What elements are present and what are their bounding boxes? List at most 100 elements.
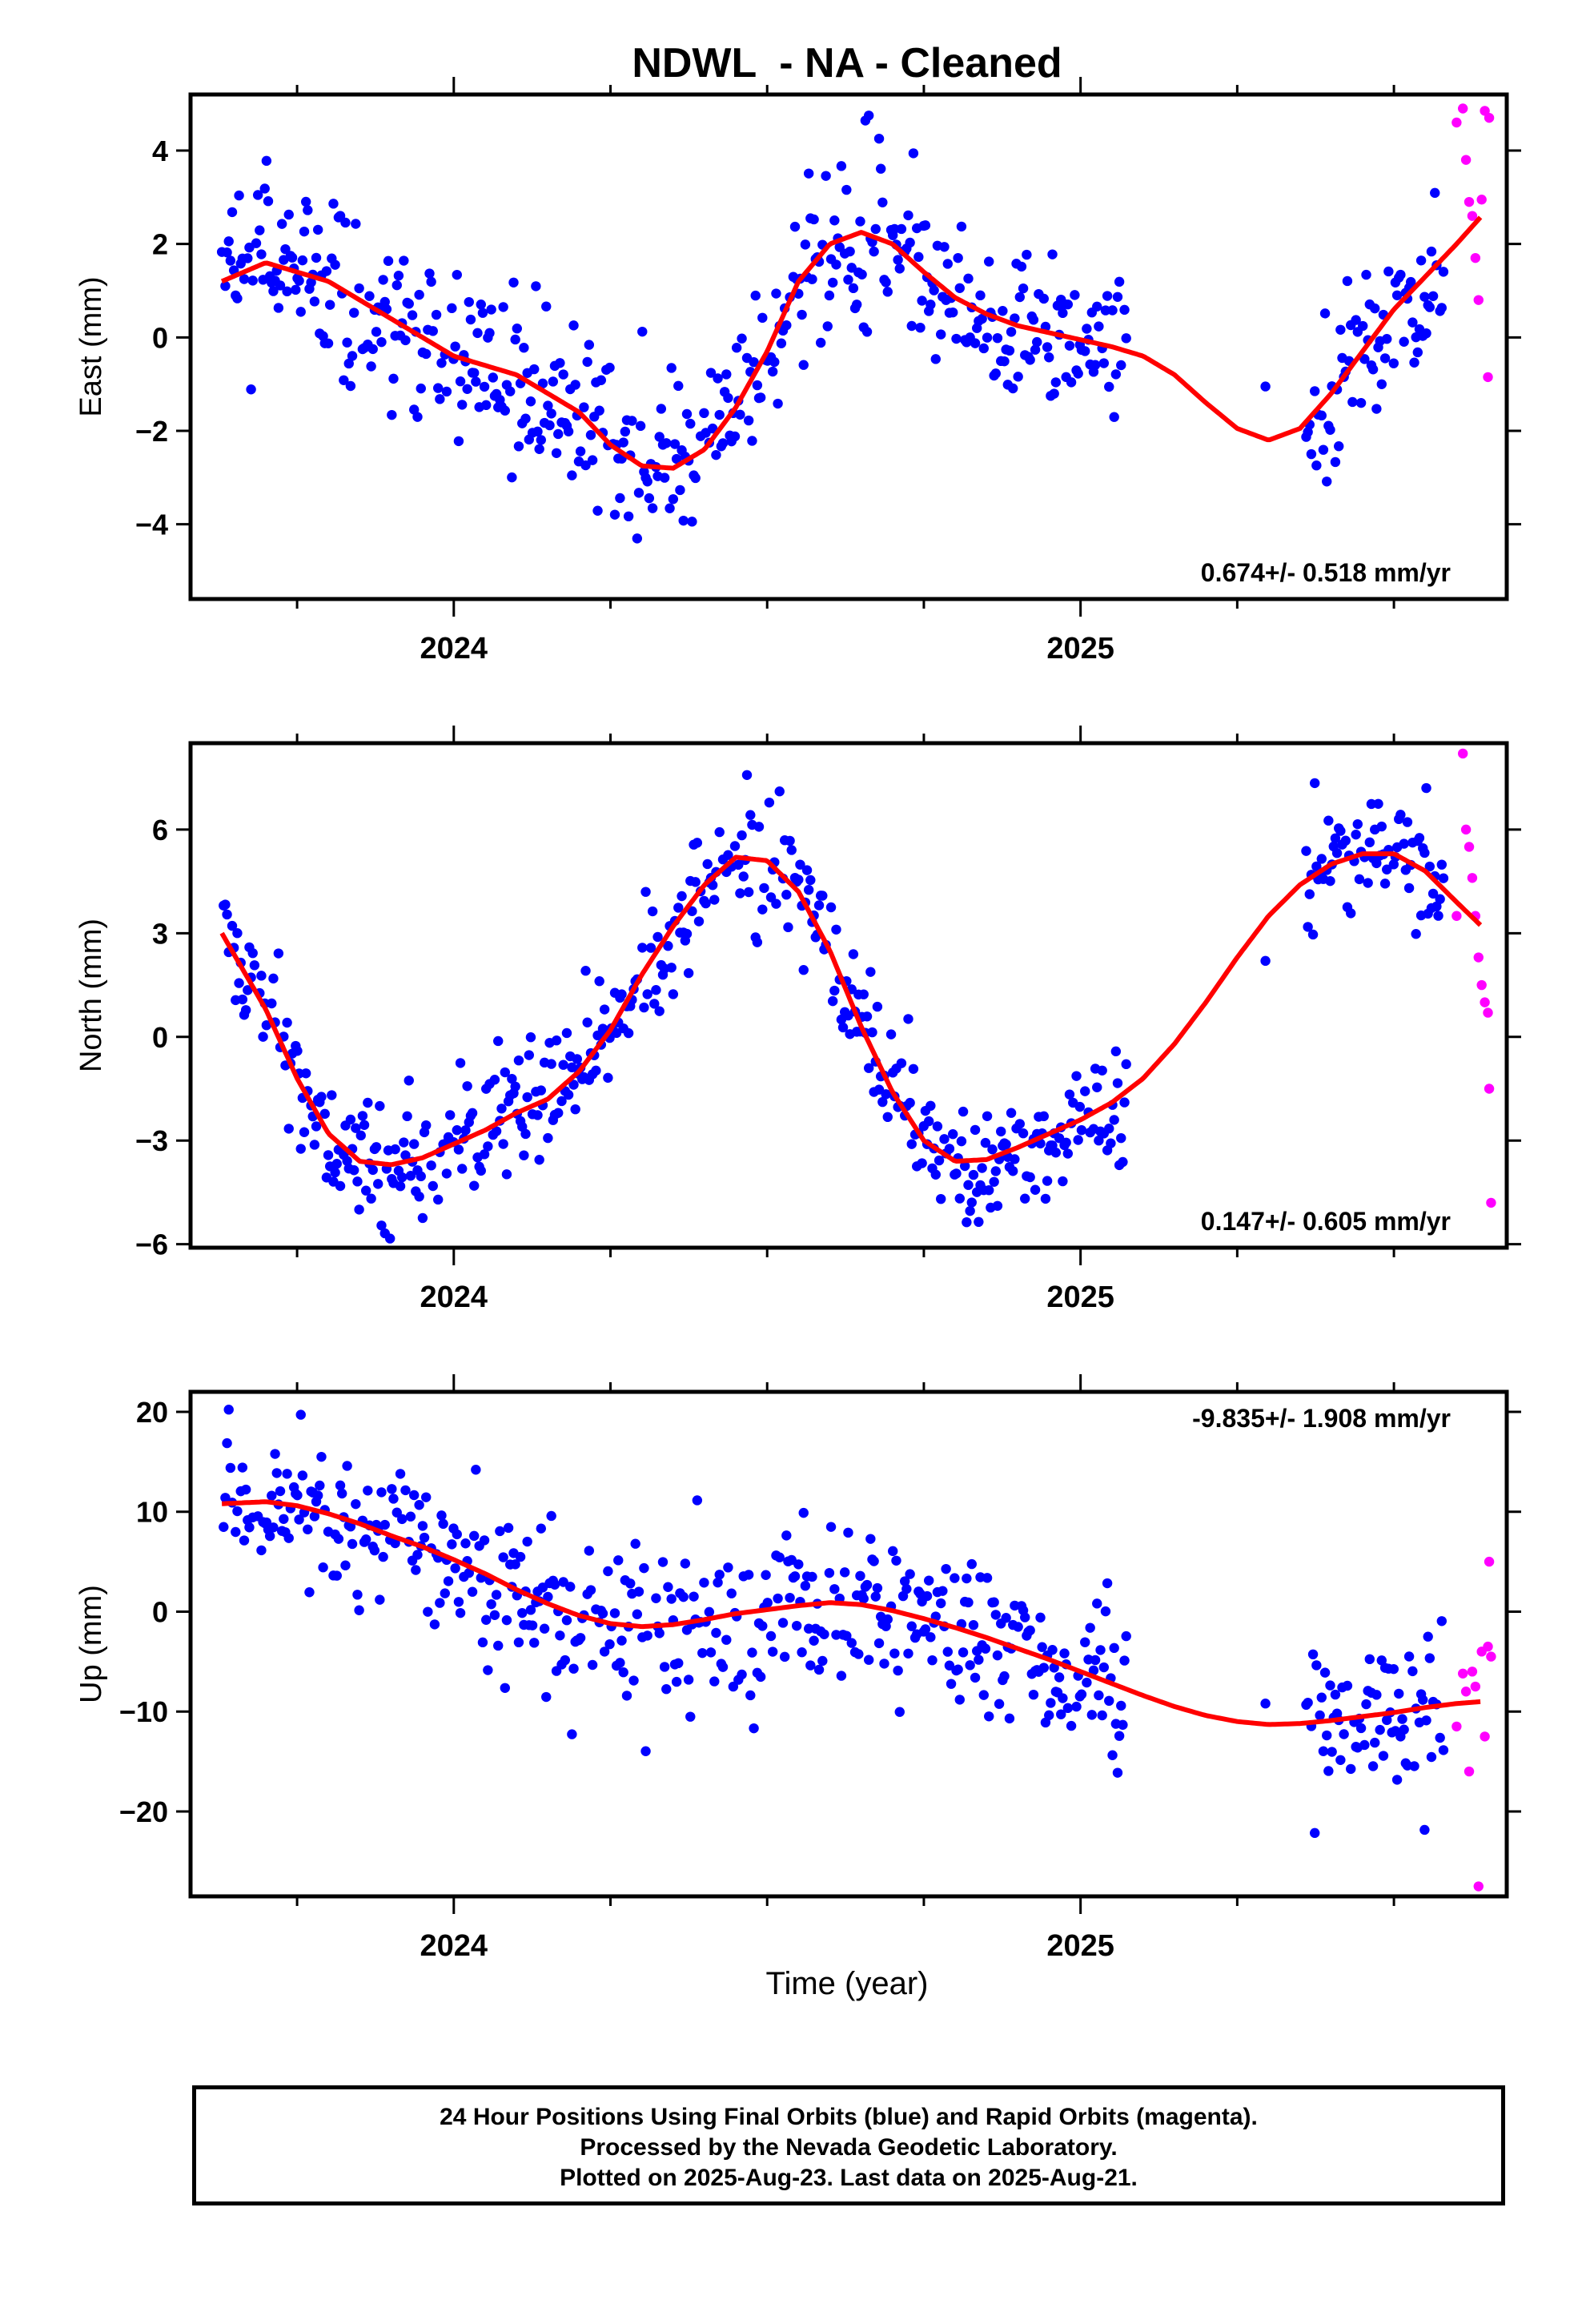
final-orbit-point — [309, 1140, 320, 1150]
final-orbit-point — [240, 1005, 251, 1015]
final-orbit-point — [1090, 1655, 1101, 1666]
final-orbit-point — [1073, 1135, 1083, 1145]
final-orbit-point — [1402, 817, 1413, 827]
final-orbit-point — [462, 384, 472, 394]
final-orbit-point — [604, 1638, 615, 1650]
final-orbit-point — [568, 320, 579, 331]
final-orbit-point — [647, 906, 658, 917]
final-orbit-point — [1028, 315, 1039, 325]
final-orbit-point — [709, 1676, 720, 1687]
final-orbit-point — [1322, 476, 1332, 487]
final-orbit-point — [299, 226, 310, 237]
final-orbit-point — [963, 1597, 974, 1608]
final-orbit-point — [1104, 1695, 1114, 1707]
final-orbit-point — [1109, 1115, 1119, 1125]
final-orbit-point — [855, 1570, 865, 1582]
plot-area — [216, 103, 1495, 544]
final-orbit-point — [869, 246, 879, 257]
final-orbit-point — [543, 1591, 553, 1602]
final-orbit-point — [405, 1511, 416, 1522]
rapid-orbit-point — [1458, 103, 1468, 114]
final-orbit-point — [889, 1648, 900, 1659]
final-orbit-point — [381, 304, 392, 315]
final-orbit-point — [390, 1144, 400, 1155]
final-orbit-point — [616, 1635, 627, 1646]
rapid-orbit-point — [1476, 195, 1487, 205]
final-orbit-point — [661, 1684, 672, 1695]
final-orbit-point — [767, 366, 778, 377]
final-orbit-point — [551, 1035, 562, 1046]
final-orbit-point — [837, 1022, 849, 1033]
final-orbit-point — [1062, 1703, 1074, 1714]
final-orbit-point — [371, 327, 382, 337]
final-orbit-point — [354, 1204, 364, 1215]
final-orbit-point — [1325, 1680, 1335, 1691]
final-orbit-point — [396, 1514, 408, 1525]
rapid-orbit-point — [1452, 911, 1462, 921]
final-orbit-point — [1086, 1710, 1098, 1720]
final-orbit-point — [755, 392, 766, 403]
final-orbit-point — [1318, 444, 1329, 455]
final-orbit-point — [1421, 1715, 1431, 1726]
final-orbit-point — [625, 1578, 636, 1589]
x-tick-label: 2024 — [420, 632, 488, 665]
final-orbit-point — [1427, 888, 1439, 899]
final-orbit-point — [656, 404, 667, 414]
final-orbit-point — [764, 797, 775, 808]
final-orbit-point — [417, 1212, 428, 1224]
final-orbit-point — [692, 838, 703, 848]
final-orbit-point — [968, 1620, 979, 1630]
final-orbit-point — [1361, 269, 1371, 280]
final-orbit-point — [934, 1155, 945, 1166]
x-tick-label: 2025 — [1046, 1281, 1114, 1314]
final-orbit-point — [873, 133, 885, 144]
footer-line-3: Plotted on 2025-Aug-23. Last data on 202… — [560, 2165, 1138, 2191]
final-orbit-point — [709, 895, 720, 905]
final-orbit-point — [452, 1529, 462, 1540]
final-orbit-point — [489, 1610, 500, 1620]
final-orbit-point — [848, 949, 859, 959]
final-orbit-point — [247, 275, 258, 286]
final-orbit-point — [352, 1176, 363, 1187]
final-orbit-point — [1025, 355, 1035, 365]
final-orbit-point — [273, 948, 284, 959]
final-orbit-point — [1373, 798, 1383, 809]
final-orbit-point — [327, 1090, 337, 1100]
final-orbit-point — [561, 1027, 572, 1039]
final-orbit-point — [565, 1582, 576, 1592]
final-orbit-point — [1388, 358, 1399, 368]
final-orbit-point — [999, 1671, 1010, 1682]
final-orbit-point — [319, 1108, 330, 1120]
final-orbit-point — [311, 1121, 322, 1132]
final-orbit-point — [984, 256, 994, 267]
final-orbit-point — [553, 428, 564, 440]
final-orbit-point — [1082, 1677, 1092, 1688]
final-orbit-point — [568, 1080, 579, 1090]
y-tick-label: 0 — [152, 1595, 168, 1628]
final-orbit-point — [1062, 299, 1074, 310]
final-orbit-point — [366, 1193, 376, 1204]
final-orbit-point — [567, 1062, 577, 1073]
final-orbit-point — [990, 368, 1001, 379]
final-orbit-point — [690, 877, 701, 887]
final-orbit-point — [1042, 342, 1053, 352]
final-orbit-point — [877, 1096, 888, 1108]
rapid-orbit-point — [1480, 1731, 1490, 1742]
final-orbit-point — [944, 1660, 955, 1671]
final-orbit-point — [1435, 1732, 1445, 1743]
final-orbit-point — [615, 493, 625, 504]
final-orbit-point — [1109, 412, 1119, 422]
final-orbit-point — [906, 1621, 917, 1631]
final-orbit-point — [654, 1628, 665, 1638]
final-orbit-point — [1118, 1156, 1128, 1168]
final-orbit-point — [408, 1490, 420, 1501]
final-orbit-point — [749, 356, 759, 368]
final-orbit-point — [378, 275, 388, 285]
final-orbit-point — [803, 1623, 814, 1634]
final-orbit-point — [400, 1485, 411, 1496]
final-orbit-point — [659, 1662, 670, 1672]
final-orbit-point — [275, 1486, 286, 1497]
final-orbit-point — [1050, 377, 1062, 388]
final-orbit-point — [500, 405, 510, 416]
final-orbit-point — [998, 306, 1008, 316]
